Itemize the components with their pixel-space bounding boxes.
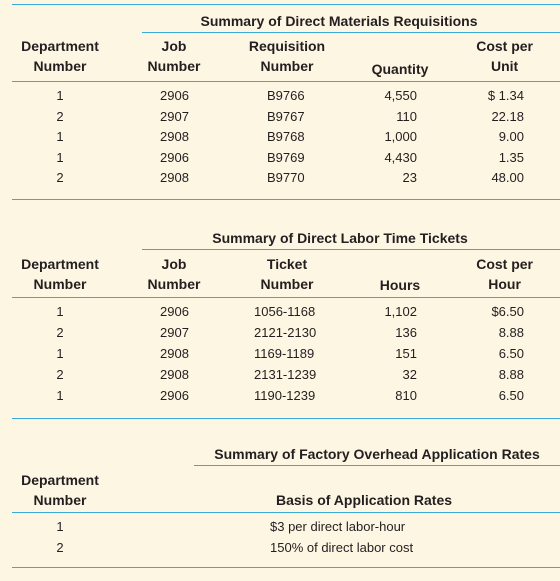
job-cell: 2906: [160, 88, 189, 103]
materials-header-quantity: Quantity: [371, 61, 429, 77]
hours-cell: 136: [395, 325, 417, 340]
materials-header-requisition: Requisition Number: [248, 38, 326, 74]
ticket-cell: 1190-1239: [254, 388, 316, 403]
ticket-cell: 1169-1189: [254, 346, 315, 361]
requisition-cell: B9767: [267, 109, 305, 124]
hours-cell: 151: [395, 346, 417, 361]
basis-cell: 150% of direct labor cost: [270, 540, 414, 555]
materials-header-cost: Cost per Unit: [476, 38, 533, 74]
job-cell: 2906: [160, 388, 189, 403]
job-cell: 2907: [160, 325, 189, 340]
materials-title-rule: [142, 32, 560, 33]
dept-cell: 2: [56, 540, 64, 555]
overhead-header-rule: [12, 512, 560, 513]
dept-cell: 1: [56, 150, 64, 165]
quantity-cell: 4,550: [384, 88, 417, 103]
dept-cell: 2: [56, 367, 64, 382]
labor-header-rule: [12, 297, 560, 298]
job-cell: 2908: [160, 367, 189, 382]
dept-cell: 1: [56, 519, 64, 534]
overhead-title: Summary of Factory Overhead Application …: [214, 446, 540, 462]
dept-cell: 1: [56, 88, 64, 103]
quantity-cell: 4,430: [384, 150, 417, 165]
hours-cell: 32: [402, 367, 417, 382]
quantity-cell: 110: [396, 109, 417, 124]
dept-cell: 2: [56, 109, 64, 124]
requisition-cell: B9768: [267, 129, 305, 144]
cost-cell: 22.18: [491, 109, 524, 124]
materials-title: Summary of Direct Materials Requisitions: [200, 13, 478, 29]
hours-cell: 1,102: [384, 304, 417, 319]
labor-header-hours: Hours: [379, 277, 421, 293]
materials-header-department: Department Number: [21, 38, 99, 74]
labor-bottom-rule: [12, 418, 560, 419]
ticket-cell: 1056-1168: [254, 304, 316, 319]
job-cell: 2906: [160, 304, 189, 319]
overhead-header-department: Department Number: [21, 472, 99, 508]
cost-cell: $6.50: [491, 304, 524, 319]
materials-bottom-rule: [12, 199, 560, 200]
dept-cell: 1: [56, 346, 64, 361]
overhead-header-basis: Basis of Application Rates: [275, 492, 453, 508]
materials-header-job: Job Number: [147, 38, 201, 74]
dept-cell: 1: [56, 129, 64, 144]
requisition-cell: B9766: [267, 88, 305, 103]
cost-cell: $ 1.34: [487, 88, 524, 103]
materials-header-rule: [12, 81, 560, 82]
overhead-bottom-rule: [12, 567, 560, 568]
requisition-cell: B9770: [267, 170, 305, 185]
quantity-cell: 1,000: [384, 129, 417, 144]
ticket-cell: 2131-1239: [254, 367, 317, 382]
labor-header-job: Job Number: [147, 256, 201, 292]
requisition-cell: B9769: [267, 150, 305, 165]
job-cell: 2908: [160, 346, 189, 361]
cost-cell: 8.88: [498, 367, 524, 382]
overhead-title-rule: [194, 465, 560, 466]
cost-cell: 8.88: [498, 325, 524, 340]
job-cell: 2907: [160, 109, 189, 124]
dept-cell: 2: [56, 325, 64, 340]
labor-title: Summary of Direct Labor Time Tickets: [212, 230, 468, 246]
job-cell: 2908: [160, 129, 189, 144]
ticket-cell: 2121-2130: [254, 325, 317, 340]
labor-title-rule: [142, 249, 560, 250]
job-cell: 2906: [160, 150, 189, 165]
dept-cell: 1: [56, 388, 64, 403]
dept-cell: 2: [56, 170, 64, 185]
cost-cell: 6.50: [498, 388, 524, 403]
labor-header-cost: Cost per Hour: [476, 256, 533, 292]
dept-cell: 1: [56, 304, 64, 319]
basis-cell: $3 per direct labor-hour: [270, 519, 406, 534]
labor-header-ticket: Ticket Number: [260, 256, 314, 292]
cost-cell: 6.50: [498, 346, 524, 361]
hours-cell: 810: [395, 388, 417, 403]
cost-cell: 1.35: [498, 150, 524, 165]
job-cell: 2908: [160, 170, 189, 185]
quantity-cell: 23: [402, 170, 417, 185]
cost-cell: 48.00: [491, 170, 524, 185]
cost-cell: 9.00: [498, 129, 524, 144]
labor-header-department: Department Number: [21, 256, 99, 292]
top-rule: [12, 4, 560, 5]
